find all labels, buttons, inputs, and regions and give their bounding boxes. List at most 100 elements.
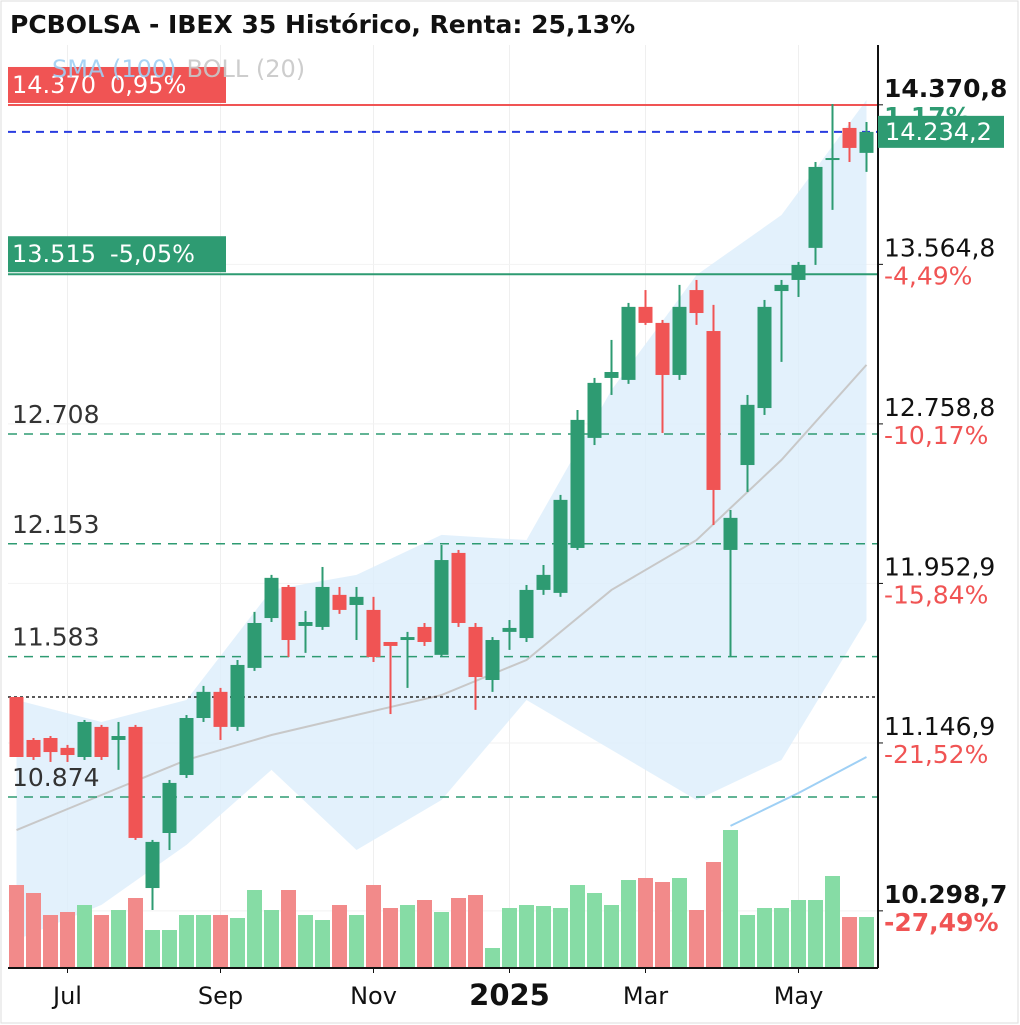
candle-body [366, 609, 381, 658]
level-label: 13.515 [12, 240, 96, 268]
volume-bar [264, 910, 279, 968]
volume-bar [247, 890, 262, 968]
volume-bar [60, 912, 75, 968]
y-tick-label: 13.564,8 [884, 233, 995, 262]
level-change: -5,05% [110, 240, 195, 268]
candle-body [689, 290, 704, 314]
candle-body [332, 594, 347, 610]
volume-bar [400, 905, 415, 968]
volume-bar [128, 898, 143, 968]
volume-bar [332, 905, 347, 968]
candle-body [111, 736, 126, 740]
candle-body [570, 419, 585, 548]
volume-bar [672, 878, 687, 968]
level-label-box [8, 66, 226, 103]
y-tick-label: 11.952,9 [884, 552, 995, 581]
candle-body [706, 331, 721, 490]
volume-bar [9, 885, 24, 968]
volume-bar [740, 915, 755, 968]
candle-body [587, 382, 602, 438]
candle-body [213, 691, 228, 727]
volume-bar [553, 908, 568, 968]
candle-body [842, 127, 857, 148]
volume-bar [774, 908, 789, 968]
overlay-line [730, 756, 867, 827]
candle-body [196, 691, 211, 719]
volume-bar [808, 900, 823, 968]
candle-body [434, 560, 449, 655]
candle-body [247, 622, 262, 668]
candle-body [604, 371, 619, 378]
candle-body [128, 726, 143, 838]
volume-bar [179, 915, 194, 968]
x-tick-label: Nov [350, 982, 397, 1010]
candle-body [825, 158, 840, 161]
volume-bar [842, 917, 857, 968]
y-tick-label: 10.298,7 [884, 880, 1007, 909]
volume-bar [536, 906, 551, 968]
volume-bar [196, 915, 211, 968]
volume-bar [502, 908, 517, 968]
volume-bar [281, 890, 296, 968]
candle-body [536, 574, 551, 590]
candle-body [179, 718, 194, 776]
volume-bar [111, 910, 126, 968]
overlay-line [16, 364, 868, 831]
volume-bar [417, 900, 432, 968]
volume-bar [451, 898, 466, 968]
candle-body [60, 747, 75, 756]
volume-bar [468, 895, 483, 968]
candle-body [281, 586, 296, 641]
candle-body [468, 626, 483, 678]
last-price-label: 14.234,2 [885, 118, 992, 146]
candle-body [638, 306, 653, 323]
x-tick-label: Jul [51, 982, 82, 1010]
volume-bar [43, 915, 58, 968]
volume-bar [604, 905, 619, 968]
candle-body [417, 626, 432, 642]
candle-body [43, 737, 58, 753]
y-tick-change: -15,84% [884, 580, 988, 609]
legend-entry: BOLL (20) [187, 55, 306, 83]
volume-bar [383, 908, 398, 968]
volume-bar [366, 885, 381, 968]
volume-bar [162, 930, 177, 968]
candle-body [808, 166, 823, 248]
y-tick-change: -10,17% [884, 421, 988, 450]
volume-bar [655, 882, 670, 968]
candle-body [791, 264, 806, 280]
level-label-box [8, 236, 226, 273]
volume-bar [570, 885, 585, 968]
y-tick-change: -27,49% [884, 908, 999, 937]
candle-body [315, 586, 330, 627]
volume-bar [349, 915, 364, 968]
candle-body [400, 637, 415, 641]
y-tick-change: -21,52% [884, 740, 988, 769]
candle-body [162, 782, 177, 834]
candle-body [264, 577, 279, 619]
candle-body [451, 552, 466, 623]
volume-bar [621, 880, 636, 968]
x-tick-label: Mar [623, 982, 668, 1010]
volume-bar [298, 915, 313, 968]
level-label: 10.874 [12, 763, 99, 792]
volume-bar [723, 830, 738, 968]
volume-bar [77, 905, 92, 968]
y-tick-change: -4,49% [884, 261, 972, 290]
level-label: 11.583 [12, 623, 99, 652]
candle-body [757, 306, 772, 409]
candle-body [553, 499, 568, 593]
volume-bar [485, 948, 500, 968]
candle-body [26, 739, 41, 757]
volume-bar [26, 893, 41, 968]
level-label: 14.370 [12, 71, 96, 99]
volume-bar [434, 912, 449, 968]
volume-bar [825, 876, 840, 968]
candle-body [230, 664, 245, 727]
volume-bar [519, 905, 534, 968]
x-tick-label: Sep [198, 982, 243, 1010]
volume-bar [791, 900, 806, 968]
candle-body [672, 306, 687, 375]
bollinger-band [16, 100, 867, 940]
